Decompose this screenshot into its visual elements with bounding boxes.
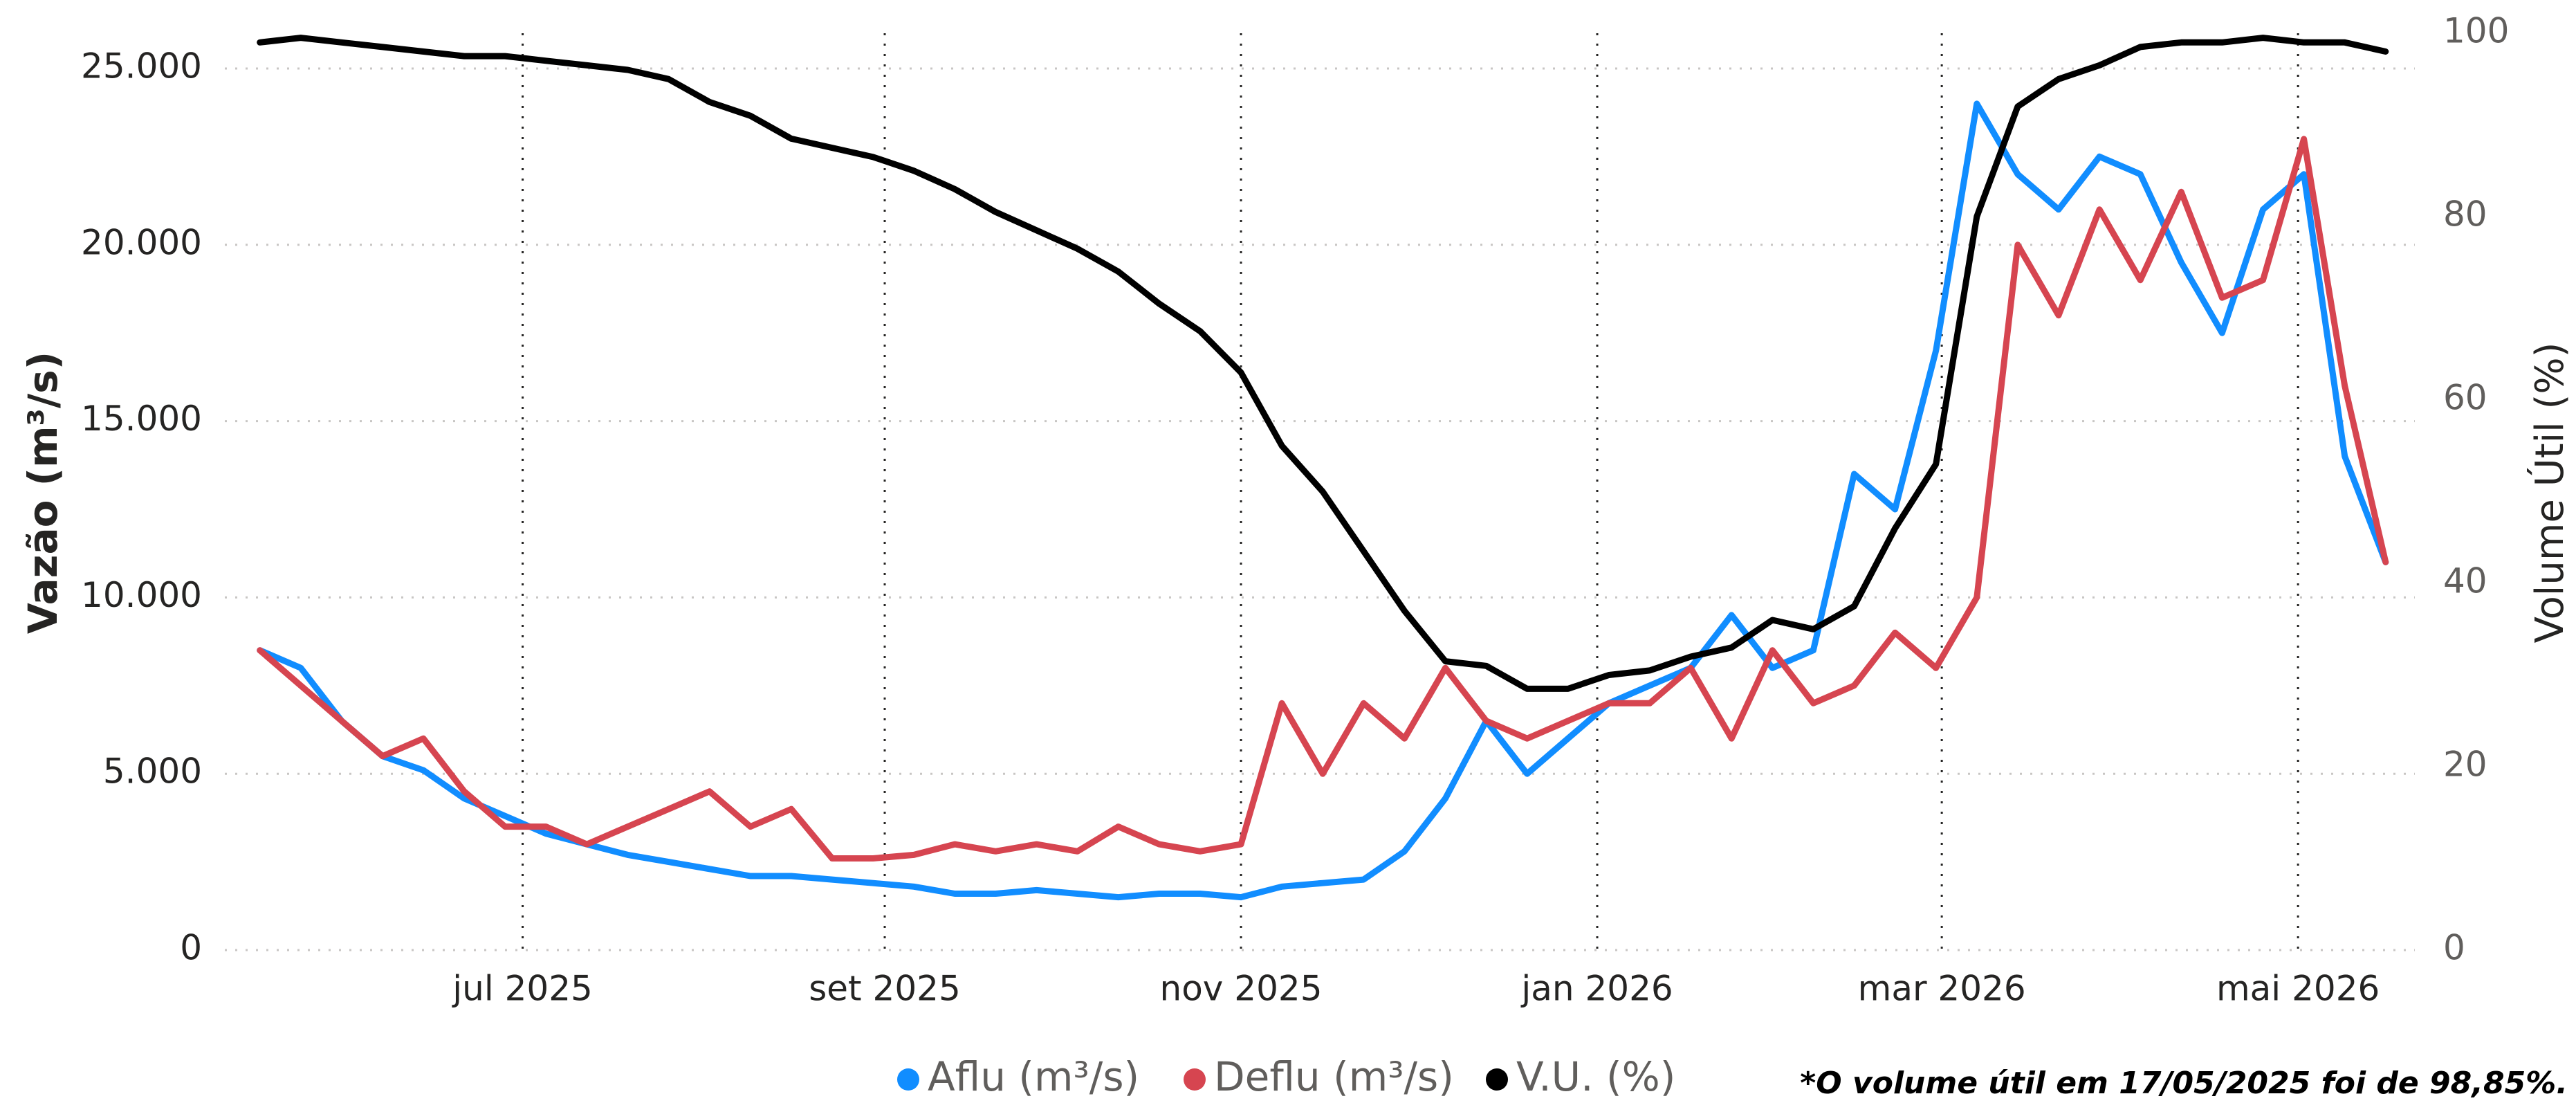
x-tick-label: mar 2026 (1858, 969, 2026, 1009)
y2-axis-title: Volume Útil (%) (2528, 343, 2573, 644)
legend-label: Aflu (m³/s) (928, 1053, 1139, 1100)
x-tick-label: jan 2026 (1520, 969, 1673, 1009)
legend-marker (1486, 1068, 1508, 1091)
annotation: *O volume útil em 17/05/2025 foi de 98,8… (1800, 1066, 2568, 1101)
line-series (257, 35, 2389, 692)
y2-tick-label: 80 (2443, 194, 2487, 235)
y-axis-title: Vazão (m³/s) (19, 352, 66, 634)
x-tick-label: mai 2026 (2216, 969, 2380, 1009)
legend-marker (897, 1068, 919, 1091)
y-tick-label: 10.000 (81, 575, 202, 615)
y2-tick-label: 40 (2443, 561, 2487, 601)
legend-label: V.U. (%) (1516, 1053, 1675, 1100)
y-tick-label: 5.000 (103, 751, 202, 792)
y-tick-label: 25.000 (81, 46, 202, 86)
y2-tick-label: 20 (2443, 745, 2487, 785)
y-tick-label: 20.000 (81, 222, 202, 262)
legend-marker (1184, 1068, 1206, 1091)
line-series (257, 100, 2389, 901)
x-tick-label: set 2025 (809, 969, 961, 1009)
y-tick-label: 0 (180, 928, 202, 968)
legend-label: Deflu (m³/s) (1214, 1053, 1454, 1100)
x-tick-label: jul 2025 (452, 969, 593, 1009)
y2-tick-label: 100 (2443, 11, 2509, 51)
y2-tick-label: 0 (2443, 928, 2465, 968)
y-tick-label: 15.000 (81, 399, 202, 439)
x-tick-label: nov 2025 (1160, 969, 1323, 1009)
line-series (257, 136, 2389, 862)
y2-tick-label: 60 (2443, 378, 2487, 418)
